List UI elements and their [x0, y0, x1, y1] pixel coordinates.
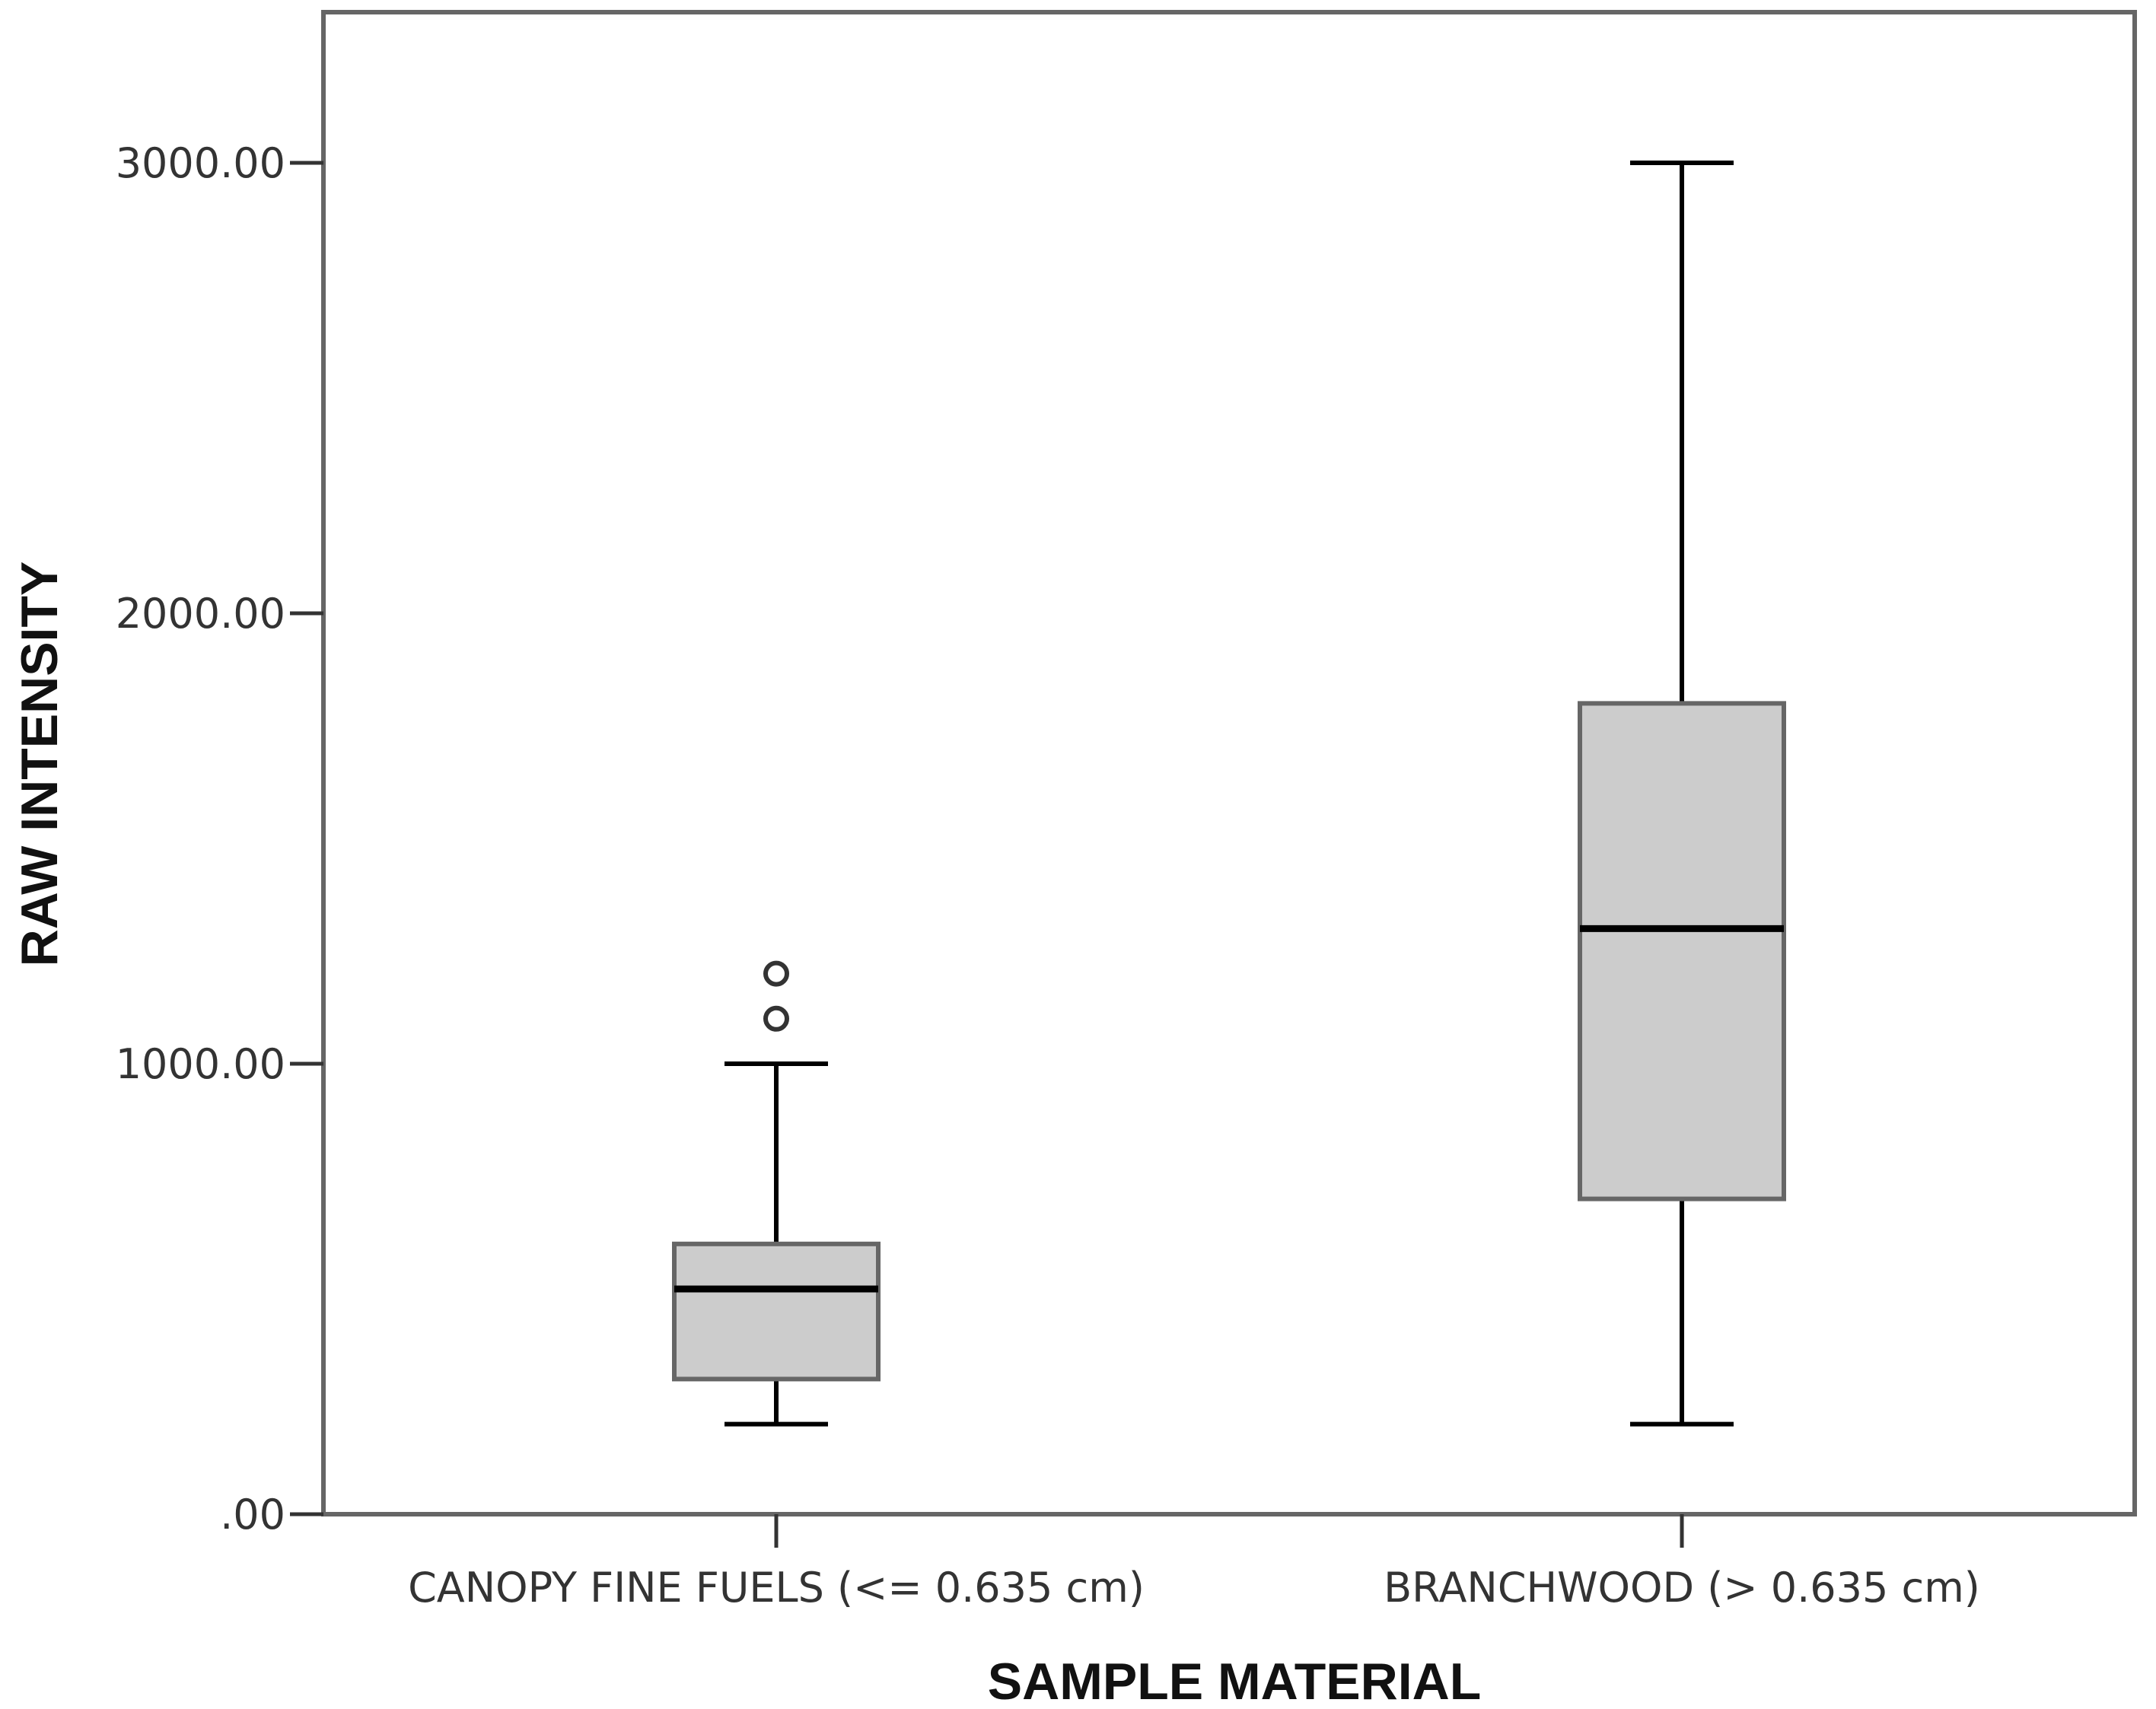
y-tick-label: 2000.00	[116, 590, 285, 638]
x-tick-label: CANOPY FINE FUELS (<= 0.635 cm)	[408, 1564, 1145, 1612]
x-tick-label: BRANCHWOOD (> 0.635 cm)	[1384, 1564, 1980, 1612]
plot-frame	[321, 10, 2137, 1516]
x-axis: CANOPY FINE FUELS (<= 0.635 cm) BRANCHWOO…	[408, 1514, 1980, 1612]
iqr-box	[672, 1241, 881, 1382]
box-group	[672, 960, 881, 1427]
outlier-point	[763, 960, 789, 987]
boxes-layer	[672, 161, 1786, 1427]
y-tick-label: .00	[220, 1491, 285, 1539]
x-axis-title: SAMPLE MATERIAL	[988, 1653, 1482, 1709]
iqr-box	[1578, 701, 1786, 1201]
y-tick-label: 1000.00	[116, 1040, 285, 1088]
box-group	[1578, 161, 1786, 1427]
y-axis-title: RAW INTENSITY	[11, 562, 68, 967]
y-tick-label: 3000.00	[116, 139, 285, 187]
outlier-point	[763, 1005, 789, 1032]
y-axis: .00 1000.00 2000.00 3000.00	[116, 139, 323, 1539]
